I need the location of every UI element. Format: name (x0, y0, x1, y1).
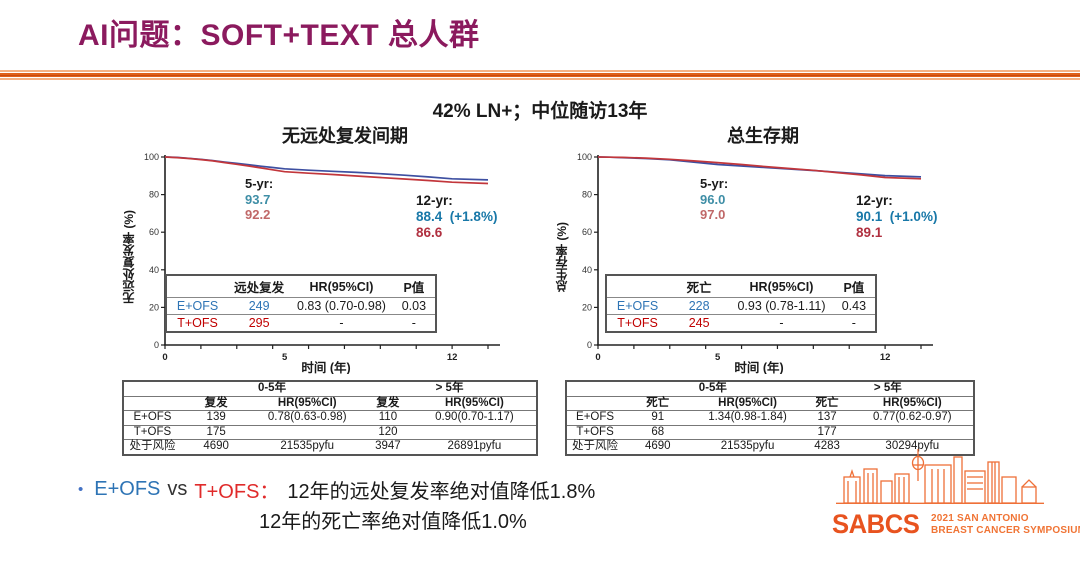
sabcs-wordmark: SABCS (832, 509, 920, 539)
drfi-12yr-annotation: 12-yr: 88.4 (+1.8%) 86.6 (416, 193, 497, 241)
table-row: T+OFS 68 177 (566, 424, 974, 440)
table-row: 处于风险 4690 21535pyfu 4283 30294pyfu (566, 439, 974, 455)
svg-text:5: 5 (715, 352, 721, 363)
drfi-y-axis-label: 无远处复发率 (%) (122, 210, 136, 304)
sabcs-tagline: 2021 SAN ANTONIO BREAST CANCER SYMPOSIUM (931, 513, 1080, 536)
table-row: T+OFS 175 120 (123, 424, 537, 440)
svg-text:0: 0 (162, 352, 167, 363)
drfi-subgroup-table: 0-5年 > 5年 复发 HR(95%CI) 复发 HR(95%CI) E+OF… (122, 380, 538, 456)
table-header-row: 远处复发 HR(95%CI) P值 (166, 274, 436, 298)
svg-text:20: 20 (149, 302, 159, 312)
drfi-x-axis-label: 时间 (年) (301, 360, 350, 374)
svg-text:5: 5 (282, 352, 288, 363)
os-chart-title: 总生存期 (727, 126, 799, 146)
period-0-5: 0-5年 (180, 380, 364, 397)
tofs-12yr-value: 86.6 (416, 225, 443, 240)
table-row: E+OFS 91 1.34(0.98-1.84) 137 0.77(0.62-0… (566, 410, 974, 426)
bullet-icon: • (78, 481, 84, 498)
table-header-row: 死亡 HR(95%CI) P值 (606, 274, 876, 298)
col-event: 远处复发 (228, 274, 291, 298)
period-header-row: 0-5年 > 5年 (123, 380, 537, 397)
os-chart-panel: 总生存期 总生存率 (%) 时间 (年) 0 20 40 60 80 100 0 5 12 5-… (553, 122, 963, 380)
svg-text:20: 20 (582, 302, 592, 312)
eofs-5yr-value: 93.7 (245, 191, 271, 207)
os-x-axis-label: 时间 (年) (734, 360, 783, 374)
os-12yr-annotation: 12-yr: 90.1 (+1.0%) 89.1 (856, 193, 937, 241)
os-5yr-annotation: 5-yr: 96.0 97.0 (700, 176, 728, 223)
svg-text:80: 80 (149, 190, 159, 200)
drfi-hr-table: 远处复发 HR(95%CI) P值 E+OFS 249 0.83 (0.70-0… (165, 274, 437, 333)
sabcs-logo: SABCS 2021 SAN ANTONIO BREAST CANCER SYM… (832, 447, 1080, 539)
os-y-axis-label: 总生存率 (%) (555, 222, 569, 292)
svg-text:40: 40 (149, 265, 159, 275)
page-title: AI问题：SOFT+TEXT 总人群 (78, 19, 480, 52)
conclusion-bullet: • E+OFS vs T+OFS： 12年的远处复发率绝对值降低1.8% (78, 475, 595, 504)
eofs-12yr-value: 90.1 (+1.0%) (856, 209, 938, 224)
col-hr: HR(95%CI) (290, 274, 393, 298)
tofs-12yr-value: 89.1 (856, 225, 883, 240)
col-event: 死亡 (668, 274, 731, 298)
conclusion-line1: 12年的远处复发率绝对值降低1.8% (287, 481, 596, 503)
eofs-12yr-value: 88.4 (+1.8%) (416, 209, 498, 224)
annotation-label: 12-yr: (416, 193, 453, 208)
svg-text:100: 100 (144, 152, 159, 162)
table-row: E+OFS 139 0.78(0.63-0.98) 110 0.90(0.70-… (123, 410, 537, 426)
col-hr: HR(95%CI) (730, 274, 833, 298)
column-header-row: 死亡 HR(95%CI) 死亡 HR(95%CI) (566, 395, 974, 411)
annotation-label: 12-yr: (856, 193, 893, 208)
drfi-5yr-annotation: 5-yr: 93.7 92.2 (245, 176, 273, 223)
eofs-label: E+OFS (94, 478, 161, 500)
vs-label: vs (167, 478, 188, 500)
period-gt-5: > 5年 (802, 380, 974, 397)
svg-text:80: 80 (582, 190, 592, 200)
drfi-chart-title: 无远处复发间期 (282, 126, 408, 146)
subtitle: 42% LN+；中位随访13年 (432, 101, 648, 122)
drfi-chart-panel: 无远处复发间期 无远处复发率 (%) 时间 (年) 0 20 40 60 80 100 0 5… (120, 122, 530, 380)
svg-text:100: 100 (577, 152, 592, 162)
svg-text:12: 12 (880, 352, 891, 363)
svg-text:40: 40 (582, 265, 592, 275)
os-hr-table: 死亡 HR(95%CI) P值 E+OFS 228 0.93 (0.78-1.1… (605, 274, 877, 333)
divider-rule (0, 70, 1080, 80)
tofs-5yr-value: 92.2 (245, 207, 271, 222)
os-subgroup-table: 0-5年 > 5年 死亡 HR(95%CI) 死亡 HR(95%CI) E+OF… (565, 380, 975, 456)
svg-text:60: 60 (582, 227, 592, 237)
sabcs-skyline-icon (836, 449, 1044, 504)
period-0-5: 0-5年 (623, 380, 803, 397)
period-header-row: 0-5年 > 5年 (566, 380, 974, 397)
annotation-label: 5-yr: (245, 176, 274, 191)
svg-text:0: 0 (154, 340, 159, 350)
drfi-survival-plot: 时间 (年) 0 20 40 60 80 100 0 5 12 (144, 152, 500, 374)
column-header-row: 复发 HR(95%CI) 复发 HR(95%CI) (123, 395, 537, 411)
tofs-5yr-value: 97.0 (700, 207, 726, 222)
col-p: P值 (392, 274, 436, 298)
annotation-label: 5-yr: (700, 176, 729, 191)
os-survival-plot: 时间 (年) 0 20 40 60 80 100 0 5 12 (577, 152, 933, 374)
conclusion-line2: 12年的死亡率绝对值降低1.0% (259, 511, 527, 533)
table-row: E+OFS 228 0.93 (0.78-1.11) 0.43 (606, 297, 876, 315)
svg-text:60: 60 (149, 227, 159, 237)
table-row: T+OFS 245 - - (606, 314, 876, 333)
table-row: E+OFS 249 0.83 (0.70-0.98) 0.03 (166, 297, 436, 315)
eofs-5yr-value: 96.0 (700, 191, 726, 207)
tofs-label: T+OFS： (194, 481, 280, 503)
table-row: 处于风险 4690 21535pyfu 3947 26891pyfu (123, 439, 537, 455)
svg-text:12: 12 (447, 352, 458, 363)
col-p: P值 (832, 274, 876, 298)
svg-text:0: 0 (595, 352, 600, 363)
svg-text:0: 0 (587, 340, 592, 350)
table-row: T+OFS 295 - - (166, 314, 436, 333)
period-gt-5: > 5年 (363, 380, 537, 397)
